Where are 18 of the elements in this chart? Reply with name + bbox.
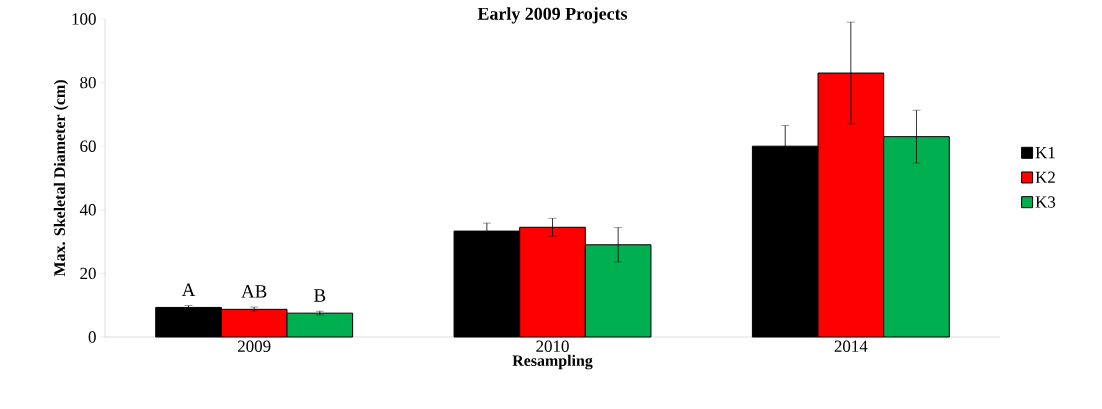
y-tick-label: 60: [80, 140, 96, 152]
legend-label: K2: [1035, 171, 1055, 183]
annotation: AB: [241, 285, 267, 298]
legend-label: K1: [1035, 146, 1055, 159]
y-tick-label: 100: [72, 13, 96, 25]
y-tick-label: 80: [80, 76, 96, 89]
y-tick-label: 40: [79, 204, 96, 216]
x-tick-label: 2010: [536, 340, 569, 352]
y-axis-title: Max. Skeletal Diameter (cm): [53, 80, 69, 277]
x-tick-label: 2009: [237, 340, 271, 352]
y-tick-label: 20: [80, 267, 96, 280]
x-axis-title: Resampling: [512, 354, 593, 370]
chart-title: Early 2009 Projects: [477, 7, 628, 24]
x-tick-label: 2014: [834, 340, 868, 352]
y-tick-label: 0: [88, 331, 96, 343]
legend-label: K3: [1035, 196, 1056, 208]
annotation: B: [314, 289, 326, 302]
annotation: A: [181, 283, 196, 296]
